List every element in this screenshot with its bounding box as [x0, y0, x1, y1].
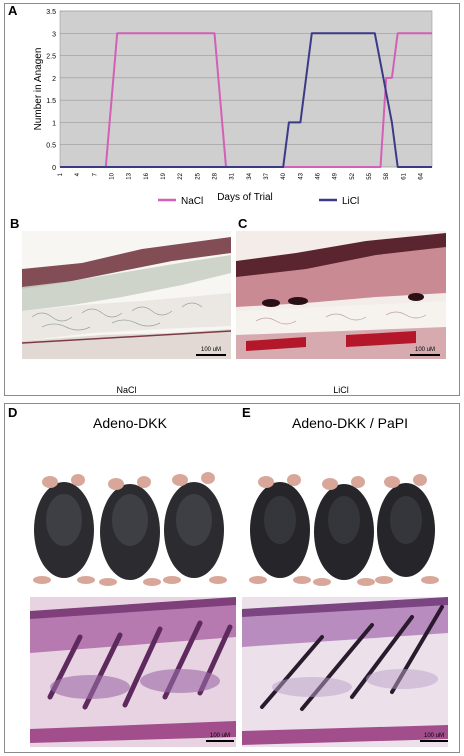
y-tick-label: 3.5 [46, 9, 56, 16]
x-tick-labels: 1 4 7 10 13 16 19 22 25 28 31 34 37 40 43 46 49 52 55 58 61 6… [58, 172, 425, 179]
panel-label-d: D [8, 405, 18, 420]
anagen-line-chart: 0 0.5 1 1.5 2 2.5 3 3.5 1 4 7 10 13 16 19 22 25 28 31 34 37… [33, 9, 433, 207]
y-tick-label: 1.5 [46, 98, 56, 105]
y-tick-label: 3 [52, 31, 56, 38]
y-tick-label: 2.5 [46, 54, 56, 61]
y-tick-label: 1 [52, 120, 56, 127]
scalebar-c: 100 uM [410, 347, 440, 356]
x-tick-label: 13 [127, 172, 133, 179]
x-tick-label: 34 [247, 172, 253, 179]
scalebar-d: 100 uM [206, 733, 234, 742]
y-tick-label: 0.5 [46, 143, 56, 150]
plot-area [59, 10, 433, 168]
x-tick-label: 61 [401, 172, 407, 179]
panel-label-a: A [8, 3, 18, 18]
histology-image-d [30, 597, 236, 747]
histology-image-nacl [22, 231, 231, 359]
x-tick-label: 43 [298, 172, 304, 179]
y-tick-labels: 0 0.5 1 1.5 2 2.5 3 3.5 [46, 9, 56, 172]
condition-title-d: Adeno-DKK [93, 415, 167, 431]
legend-label-licl: LiCl [342, 196, 359, 207]
scalebar-b: 100 uM [196, 347, 226, 356]
x-tick-label: 31 [230, 172, 236, 179]
x-tick-label: 4 [75, 172, 81, 176]
scalebar-text-e: 100 uM [423, 733, 444, 739]
x-tick-label: 1 [58, 172, 64, 176]
x-tick-label: 49 [333, 172, 339, 179]
scalebar-text-c: 100 uM [414, 347, 435, 353]
legend-label-nacl: NaCl [181, 196, 203, 207]
mice-photo-d [33, 472, 227, 586]
scalebar-text-d: 100 uM [209, 733, 230, 739]
figure-frame-top [4, 3, 460, 396]
y-axis-label: Number in Anagen [33, 48, 44, 131]
histology-image-licl [236, 231, 446, 359]
x-tick-label: 37 [264, 172, 270, 179]
panel-label-b: B [10, 216, 20, 231]
figure-frame-bottom [4, 403, 460, 753]
x-tick-label: 22 [178, 172, 184, 179]
x-tick-label: 7 [92, 172, 98, 176]
x-tick-label: 46 [316, 172, 322, 179]
x-tick-label: 10 [110, 172, 116, 179]
series-line-licl [60, 32, 432, 168]
x-axis-label: Days of Trial [217, 192, 273, 203]
panel-label-c: C [238, 216, 248, 231]
x-tick-label: 25 [195, 172, 201, 179]
x-tick-label: 64 [419, 172, 425, 179]
y-tick-label: 0 [52, 165, 56, 172]
histology-label-licl: LiCl [333, 385, 349, 395]
y-tick-label: 2 [52, 76, 56, 83]
x-tick-label: 55 [367, 172, 373, 179]
scalebar-text-b: 100 uM [200, 347, 221, 353]
x-tick-label: 40 [281, 172, 287, 179]
panel-label-e: E [242, 405, 251, 420]
histology-image-e [242, 597, 448, 747]
x-tick-label: 58 [384, 172, 390, 179]
x-tick-label: 28 [213, 172, 219, 179]
histology-label-nacl: NaCl [116, 385, 137, 395]
series-lines [60, 32, 432, 168]
condition-title-e: Adeno-DKK / PaPI [292, 415, 408, 431]
mice-photo-e [249, 474, 439, 586]
scalebar-e: 100 uM [420, 733, 448, 742]
x-tick-label: 19 [161, 172, 167, 179]
x-tick-label: 52 [350, 172, 356, 179]
series-line-nacl [60, 32, 432, 168]
x-tick-label: 16 [144, 172, 150, 179]
